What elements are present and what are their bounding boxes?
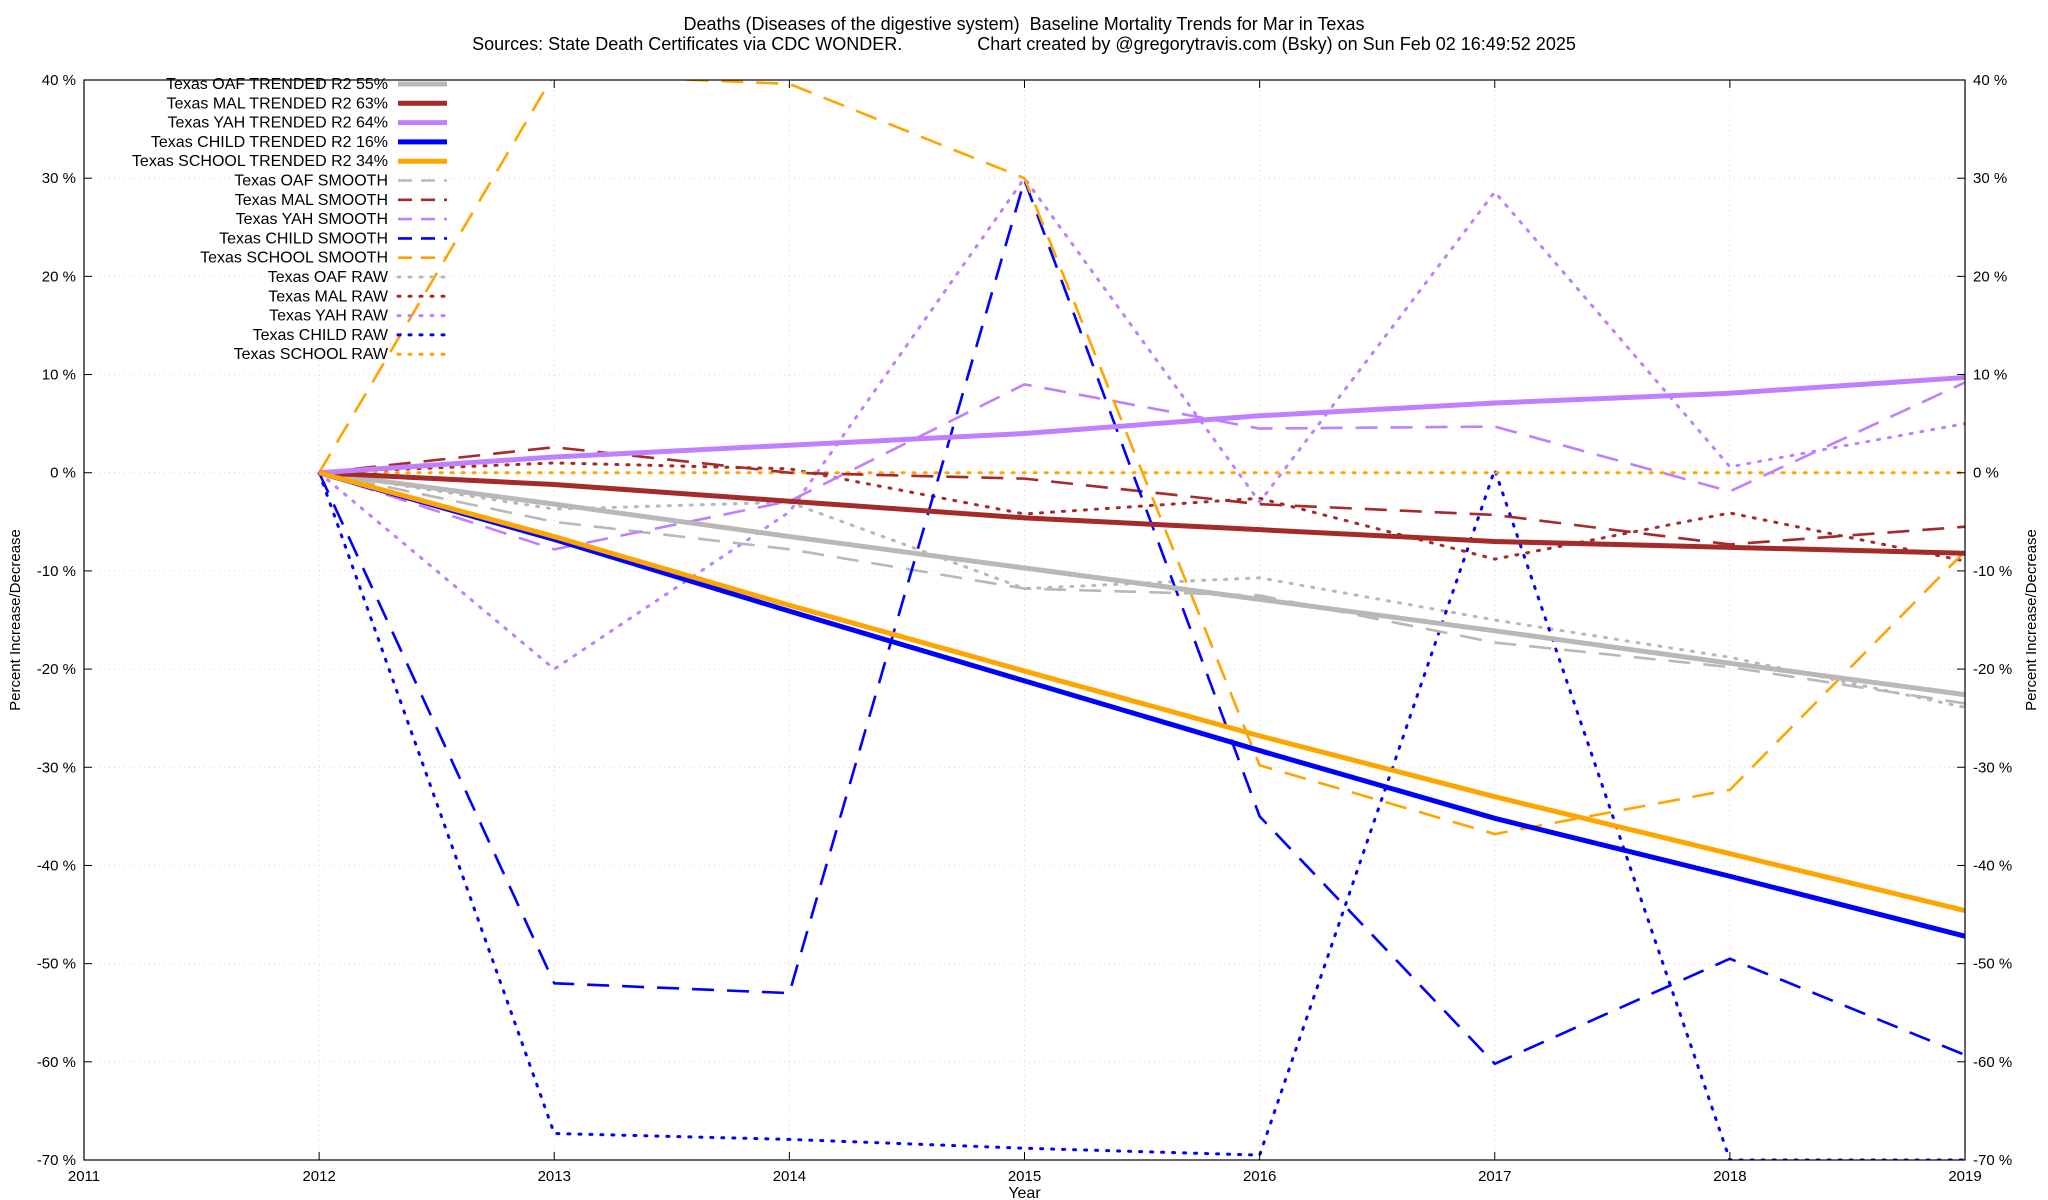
y-tick-label-right: 0 % xyxy=(1973,465,1999,482)
series-line-8 xyxy=(317,178,1965,1066)
legend-label: Texas YAH SMOOTH xyxy=(236,211,388,228)
series-line-2 xyxy=(318,374,1965,476)
legend-label: Texas OAF SMOOTH xyxy=(234,173,388,190)
y-tick-label-right: -40 % xyxy=(1973,857,2012,874)
y-tick-label-right: -10 % xyxy=(1973,563,2012,580)
y-tick-label: -20 % xyxy=(37,661,76,678)
y-tick-label: 20 % xyxy=(42,268,76,285)
y-tick-label: -30 % xyxy=(37,759,76,776)
y-tick-label: 40 % xyxy=(42,72,76,89)
legend-label: Texas MAL RAW xyxy=(268,288,389,305)
chart-subtitle: Sources: State Death Certificates via CD… xyxy=(472,34,1576,54)
legend-label: Texas OAF TRENDED R2 55% xyxy=(166,76,388,93)
y-tick-label-right: 20 % xyxy=(1973,268,2007,285)
series-line-6 xyxy=(318,445,1965,546)
series-line-12 xyxy=(317,176,1965,671)
y-tick-label: -50 % xyxy=(37,956,76,973)
series-line-0 xyxy=(318,470,1965,698)
legend-label: Texas YAH RAW xyxy=(269,308,389,325)
series-line-7 xyxy=(318,381,1965,551)
series-line-1 xyxy=(318,470,1965,556)
legend-label: Texas YAH TRENDED R2 64% xyxy=(167,115,388,132)
x-tick-label: 2014 xyxy=(773,1168,806,1185)
series-line-13 xyxy=(317,468,1965,1160)
y-tick-label: -40 % xyxy=(37,857,76,874)
y-tick-label-right: -60 % xyxy=(1973,1054,2012,1071)
legend-label: Texas CHILD SMOOTH xyxy=(219,230,388,247)
y-tick-label: 0 % xyxy=(50,465,76,482)
y-tick-label-right: -30 % xyxy=(1973,759,2012,776)
y-tick-label-right: -70 % xyxy=(1973,1152,2012,1169)
y-tick-label: -10 % xyxy=(37,563,76,580)
x-tick-label: 2012 xyxy=(302,1168,335,1185)
series-lines xyxy=(317,80,1965,1160)
y-tick-label-right: -20 % xyxy=(1973,661,2012,678)
x-tick-label: 2017 xyxy=(1478,1168,1511,1185)
series-line-4 xyxy=(318,470,1965,914)
y-tick-label: 10 % xyxy=(42,367,76,384)
axis-ticks: 2011 2012 2013 2014 2015 2016 2017 2018 2019 40 %… xyxy=(37,72,2012,1185)
legend-label: Texas OAF RAW xyxy=(268,269,389,286)
x-axis-label: Year xyxy=(1008,1185,1041,1200)
y-axis-label-right: Percent Increase/Decrease xyxy=(2023,529,2040,711)
series-line-9 xyxy=(318,80,1965,836)
y-tick-label: -60 % xyxy=(37,1054,76,1071)
legend: Texas OAF TRENDED R2 55% Texas MAL TRENDE… xyxy=(132,76,449,363)
x-tick-label: 2019 xyxy=(1948,1168,1981,1185)
legend-label: Texas MAL SMOOTH xyxy=(235,192,388,209)
y-tick-label: 30 % xyxy=(42,170,76,187)
series-line-11 xyxy=(317,461,1965,563)
legend-label: Texas SCHOOL TRENDED R2 34% xyxy=(132,153,388,170)
legend-label: Texas SCHOOL SMOOTH xyxy=(200,250,388,267)
y-tick-label-right: 10 % xyxy=(1973,367,2007,384)
x-tick-label: 2018 xyxy=(1713,1168,1746,1185)
chart-title: Deaths (Diseases of the digestive system… xyxy=(683,14,1365,34)
legend-label: Texas SCHOOL RAW xyxy=(234,346,389,363)
y-tick-label: -70 % xyxy=(37,1152,76,1169)
x-tick-label: 2011 xyxy=(68,1168,100,1185)
y-tick-label-right: 40 % xyxy=(1973,72,2007,89)
legend-label: Texas CHILD RAW xyxy=(253,327,389,344)
x-tick-label: 2016 xyxy=(1243,1168,1276,1185)
y-tick-label-right: 30 % xyxy=(1973,170,2007,187)
y-axis-label: Percent Increase/Decrease xyxy=(7,529,24,711)
x-tick-label: 2015 xyxy=(1008,1168,1041,1185)
legend-label: Texas CHILD TRENDED R2 16% xyxy=(151,134,388,151)
x-tick-label: 2013 xyxy=(538,1168,571,1185)
legend-label: Texas MAL TRENDED R2 63% xyxy=(167,95,388,112)
series-line-3 xyxy=(318,470,1965,939)
y-tick-label-right: -50 % xyxy=(1973,956,2012,973)
